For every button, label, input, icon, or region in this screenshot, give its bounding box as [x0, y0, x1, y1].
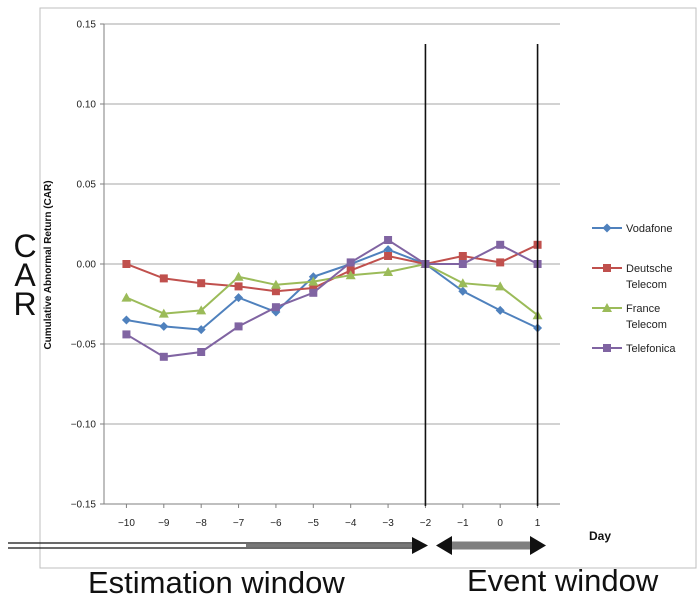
- x-tick-label-11: 1: [535, 518, 541, 529]
- car-letter-r: R: [13, 286, 37, 322]
- point-deutsche-telecom-4: [271, 287, 280, 296]
- y-tick-label-1: 0.10: [77, 100, 97, 111]
- car-letter-a: A: [14, 257, 36, 293]
- point-telefonica-1: [159, 352, 168, 361]
- point-telefonica-6: [346, 258, 355, 267]
- x-tick-label-4: −6: [270, 518, 282, 529]
- x-tick-label-1: −9: [158, 518, 170, 529]
- point-deutsche-telecom-10: [496, 258, 505, 267]
- point-france-telecom-4: [270, 279, 281, 289]
- point-telefonica-0: [122, 330, 131, 339]
- event-window-arrow: [436, 536, 546, 555]
- series-line-france-telecom: [126, 262, 539, 316]
- estimation-window-label: Estimation window: [88, 565, 345, 600]
- series-line-vodafone: [126, 248, 538, 331]
- point-france-telecom-9: [457, 278, 468, 288]
- point-vodafone-1: [159, 321, 169, 331]
- point-france-telecom-3: [233, 271, 244, 281]
- outer-frame: [39, 7, 697, 569]
- x-tick-label-3: −7: [233, 518, 245, 529]
- event-window-label: Event window: [467, 563, 659, 598]
- legend-label-deutsche-telecom: Deutsche Telecom: [626, 263, 672, 291]
- series-group: [121, 236, 543, 361]
- x-tick-label-8: −2: [420, 518, 432, 529]
- point-deutsche-telecom-5: [309, 284, 318, 292]
- point-vodafone-3: [234, 293, 244, 303]
- legend-label-telefonica: Telefonica: [626, 343, 676, 355]
- legend-marker-deutsche-telecom: [603, 264, 611, 272]
- y-tick-label-6: −0.15: [71, 500, 97, 511]
- point-telefonica-2: [197, 348, 206, 356]
- legend-marker-telefonica: [603, 344, 611, 352]
- legend: Vodafone Deutsche Telecom France Telecom Tele…: [592, 223, 676, 355]
- point-france-telecom-2: [196, 305, 207, 315]
- point-telefonica-3: [234, 322, 243, 331]
- car-letter-c: C: [13, 228, 37, 264]
- y-axis-label: Cumulative Abnormal Return (CAR): [43, 180, 54, 349]
- y-tick-label-3: 0.00: [77, 260, 97, 271]
- y-axis-ticks: 0.15 0.10 0.05 0.00 −0.05 −0.10 −0.15: [71, 20, 104, 511]
- point-deutsche-telecom-7: [384, 252, 393, 260]
- point-vodafone-9: [458, 286, 468, 296]
- legend-label-vodafone: Vodafone: [626, 223, 673, 235]
- x-axis-ticks: −10 −9 −8 −7 −6 −5 −4 −3 −2 −1 0 1: [118, 504, 541, 529]
- point-vodafone-2: [196, 325, 206, 335]
- x-tick-label-0: −10: [118, 518, 135, 529]
- legend-label-france-telecom: France Telecom: [626, 303, 667, 331]
- car-annotation: C A R: [8, 228, 42, 322]
- point-telefonica-10: [496, 240, 505, 249]
- point-deutsche-telecom-0: [122, 260, 131, 268]
- point-france-telecom-7: [383, 267, 394, 276]
- point-telefonica-7: [384, 236, 393, 244]
- point-vodafone-0: [121, 315, 131, 325]
- point-telefonica-4: [271, 303, 280, 312]
- series-line-telefonica: [125, 238, 539, 358]
- point-france-telecom-6: [345, 270, 356, 280]
- point-france-telecom-1: [158, 308, 169, 318]
- legend-marker-france-telecom: [602, 303, 612, 312]
- window-divider-lines: [424, 44, 539, 506]
- point-telefonica-9: [458, 260, 467, 268]
- point-france-telecom-10: [495, 281, 506, 291]
- point-deutsche-telecom-1: [159, 274, 168, 283]
- gridlines: [104, 23, 560, 505]
- y-tick-label-5: −0.10: [71, 420, 97, 431]
- point-france-telecom-5: [308, 276, 319, 286]
- point-vodafone-7: [383, 245, 393, 255]
- y-tick-label-2: 0.05: [77, 180, 97, 191]
- x-axis-label: Day: [589, 529, 611, 543]
- x-tick-label-10: 0: [497, 518, 503, 529]
- point-france-telecom-0: [121, 292, 132, 302]
- x-tick-label-2: −8: [195, 518, 207, 529]
- point-vodafone-10: [495, 305, 505, 315]
- y-tick-label-4: −0.05: [71, 340, 97, 351]
- point-telefonica-5: [309, 288, 318, 297]
- point-deutsche-telecom-2: [197, 279, 206, 288]
- x-tick-label-9: −1: [457, 518, 469, 529]
- x-tick-label-5: −5: [308, 518, 320, 529]
- x-tick-label-7: −3: [382, 518, 394, 529]
- legend-marker-vodafone: [602, 223, 612, 233]
- estimation-window-arrow: [8, 537, 428, 554]
- y-tick-label-0: 0.15: [77, 20, 97, 31]
- x-tick-label-6: −4: [345, 518, 357, 529]
- point-deutsche-telecom-9: [458, 252, 467, 260]
- point-deutsche-telecom-3: [234, 282, 243, 291]
